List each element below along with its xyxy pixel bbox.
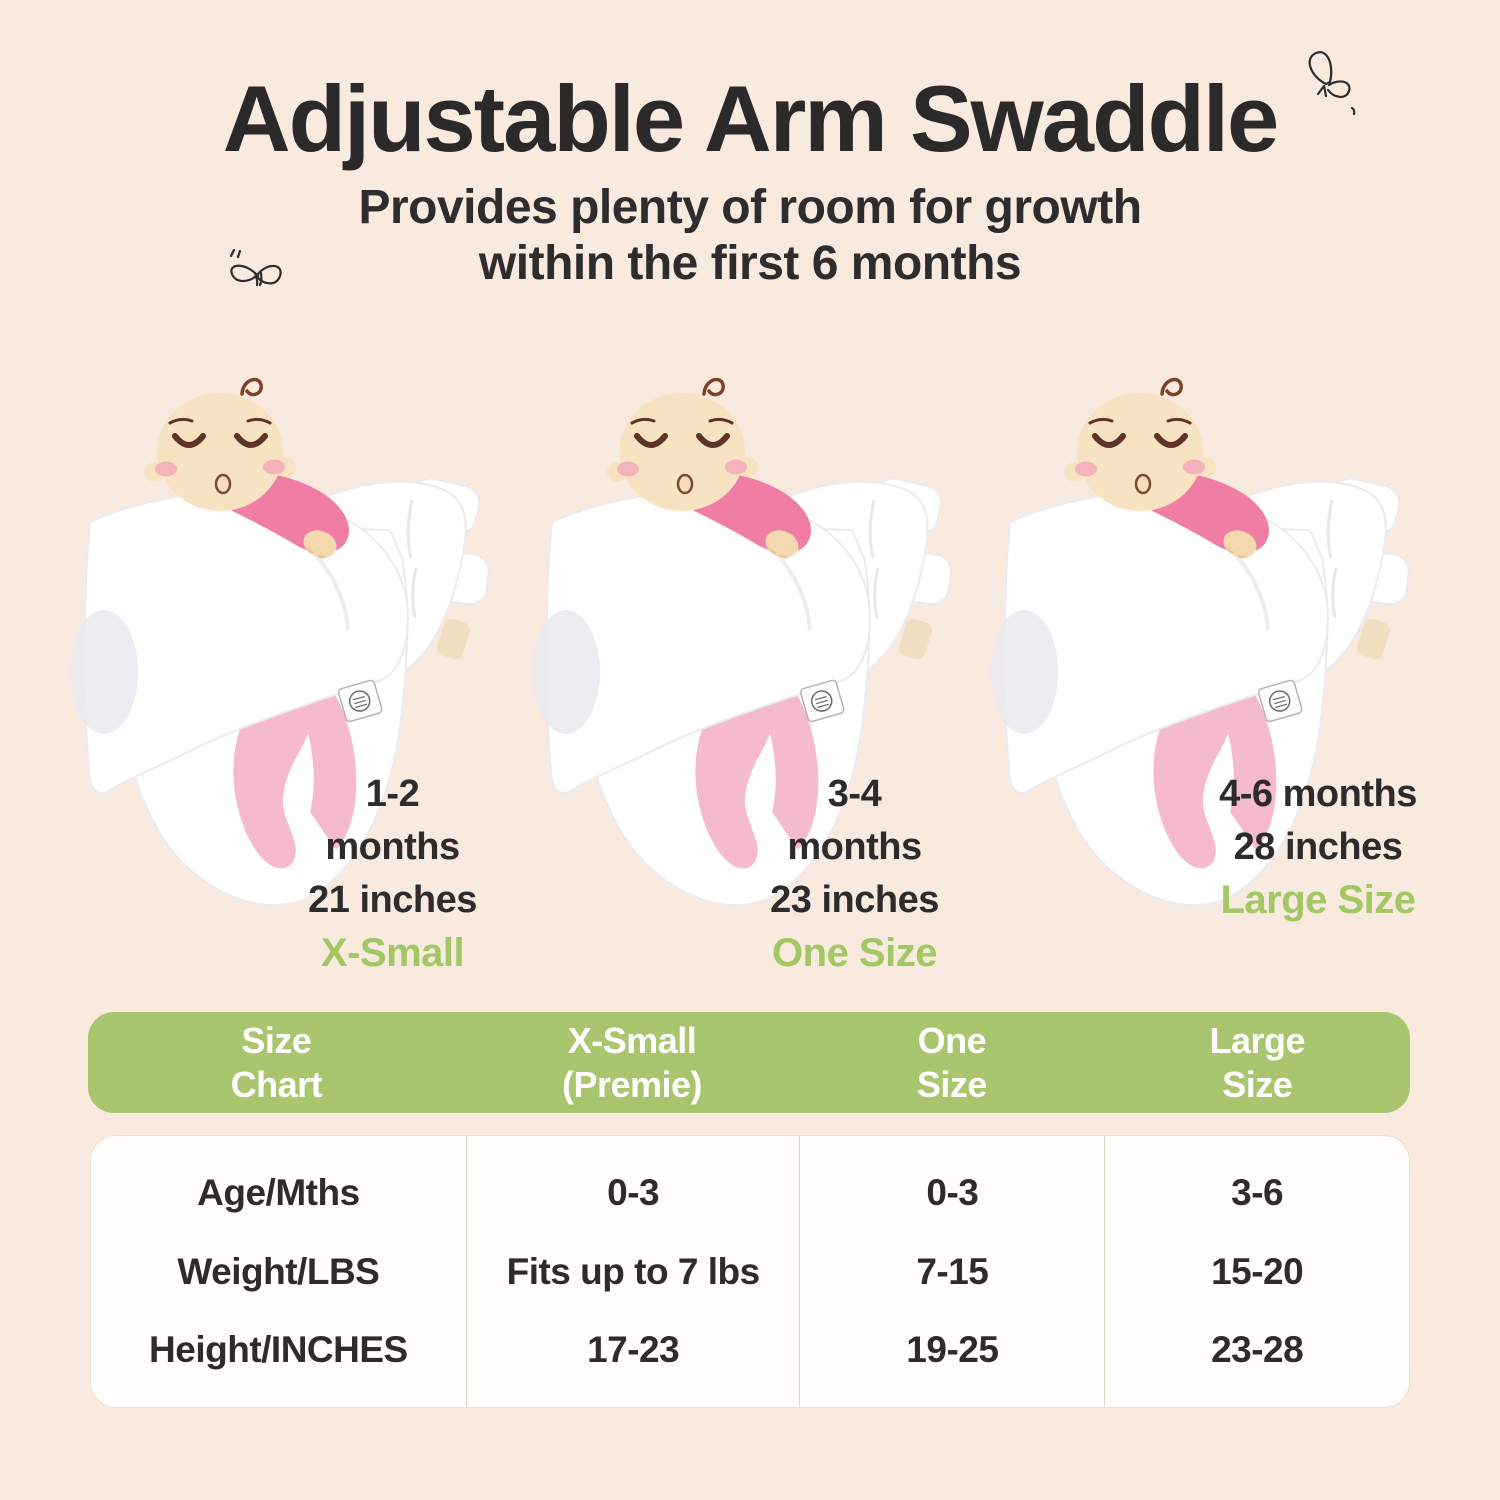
- swaddle-figure-xsmall: [60, 372, 490, 932]
- length: 28 inches: [1233, 826, 1403, 868]
- table-cell: 7-15: [916, 1250, 989, 1292]
- care-tag: [1257, 679, 1303, 723]
- age-range: 3-4 months: [787, 773, 922, 868]
- table-cell: 23-28: [1211, 1328, 1304, 1370]
- header-line: Chart: [230, 1063, 323, 1105]
- row-label: Height/INCHES: [149, 1328, 408, 1370]
- xsmall-values-column: 0-3 Fits up to 7 lbs 17-23: [465, 1136, 800, 1407]
- butterfly-icon: [1308, 51, 1356, 116]
- baby-leg-silhouette: [1153, 670, 1277, 869]
- table-cell: 15-20: [1211, 1250, 1304, 1292]
- header-line: X-Small: [567, 1019, 697, 1061]
- large-size-values-column: 3-6 15-20 23-28: [1104, 1136, 1409, 1407]
- header-line: One: [917, 1019, 987, 1061]
- baby-head: [145, 377, 296, 511]
- baby-leg-silhouette: [233, 670, 357, 869]
- swaddle-size-figures: 1-2 months 21 inches X-Small 3-4 months …: [0, 372, 1500, 975]
- header-line: Size: [1222, 1063, 1293, 1105]
- size-name: One Size: [772, 931, 937, 975]
- header-col-large-size: Large Size: [1105, 1012, 1410, 1113]
- swaddle-figure-onesize: [522, 372, 952, 932]
- length: 23 inches: [770, 879, 939, 921]
- header-col-xsmall: X-Small (Premie): [465, 1012, 799, 1113]
- size-label-block: 1-2 months 21 inches X-Small: [295, 768, 490, 980]
- header-col-size-chart: Size Chart: [88, 1012, 465, 1113]
- swaddle-front-wing: [990, 491, 1330, 794]
- sleeping-baby-swaddle-illustration: [990, 377, 1410, 907]
- table-cell: 0-3: [607, 1172, 660, 1214]
- size-chart-table: Age/Mths Weight/LBS Height/INCHES 0-3 Fi…: [90, 1135, 1410, 1408]
- age-range: 1-2 months: [325, 773, 460, 868]
- baby-leg-silhouette: [695, 670, 819, 869]
- row-labels-column: Age/Mths Weight/LBS Height/INCHES: [91, 1136, 466, 1407]
- size-name: X-Small: [320, 931, 465, 975]
- one-size-values-column: 0-3 7-15 19-25: [799, 1136, 1104, 1407]
- size-chart-header: Size Chart X-Small (Premie) One Size Lar…: [88, 1012, 1410, 1113]
- table-cell: 0-3: [926, 1172, 979, 1214]
- butterfly-icon: [229, 248, 282, 287]
- size-label-block: 4-6 months 28 inches Large Size: [1218, 768, 1418, 927]
- header-line: Size: [241, 1019, 312, 1061]
- fabric-tab: [899, 619, 932, 660]
- baby-hand: [1223, 530, 1257, 559]
- row-label: Weight/LBS: [177, 1250, 380, 1292]
- row-label: Age/Mths: [197, 1172, 360, 1214]
- care-tag: [799, 679, 845, 723]
- table-cell: 3-6: [1231, 1172, 1284, 1214]
- length: 21 inches: [308, 879, 477, 921]
- size-label-block: 3-4 months 23 inches One Size: [757, 768, 952, 980]
- table-cell: Fits up to 7 lbs: [506, 1250, 761, 1292]
- fabric-tab: [1357, 619, 1390, 660]
- header-line: Size: [916, 1063, 988, 1105]
- table-cell: 17-23: [587, 1328, 680, 1370]
- swaddle-figure-large: [980, 372, 1410, 932]
- subtitle-line-2: within the first 6 months: [478, 236, 1022, 290]
- table-cell: 19-25: [906, 1328, 999, 1370]
- care-tag: [337, 679, 383, 723]
- hero-section: Adjustable Arm Swaddle Provides plenty o…: [0, 0, 1500, 291]
- baby-head: [1065, 377, 1216, 511]
- age-range: 4-6 months: [1219, 773, 1417, 815]
- size-name: Large Size: [1220, 878, 1416, 922]
- baby-head: [607, 377, 758, 511]
- baby-hand: [765, 530, 799, 559]
- sleeping-baby-swaddle-illustration: [532, 377, 952, 907]
- fabric-pleats: [1326, 499, 1338, 619]
- page-title: Adjustable Arm Swaddle: [222, 66, 1280, 171]
- sleeping-baby-swaddle-illustration: [70, 377, 490, 907]
- fabric-tab: [437, 619, 470, 660]
- subtitle-line-1: Provides plenty of room for growth: [358, 181, 1142, 234]
- page-subtitle: Provides plenty of room for growth withi…: [0, 180, 1500, 291]
- header-col-one-size: One Size: [799, 1012, 1104, 1113]
- header-line: (Premie): [561, 1063, 703, 1105]
- fabric-pleats: [406, 499, 418, 619]
- fabric-pleats: [868, 499, 880, 619]
- baby-hand: [303, 530, 337, 559]
- header-line: Large: [1209, 1019, 1306, 1061]
